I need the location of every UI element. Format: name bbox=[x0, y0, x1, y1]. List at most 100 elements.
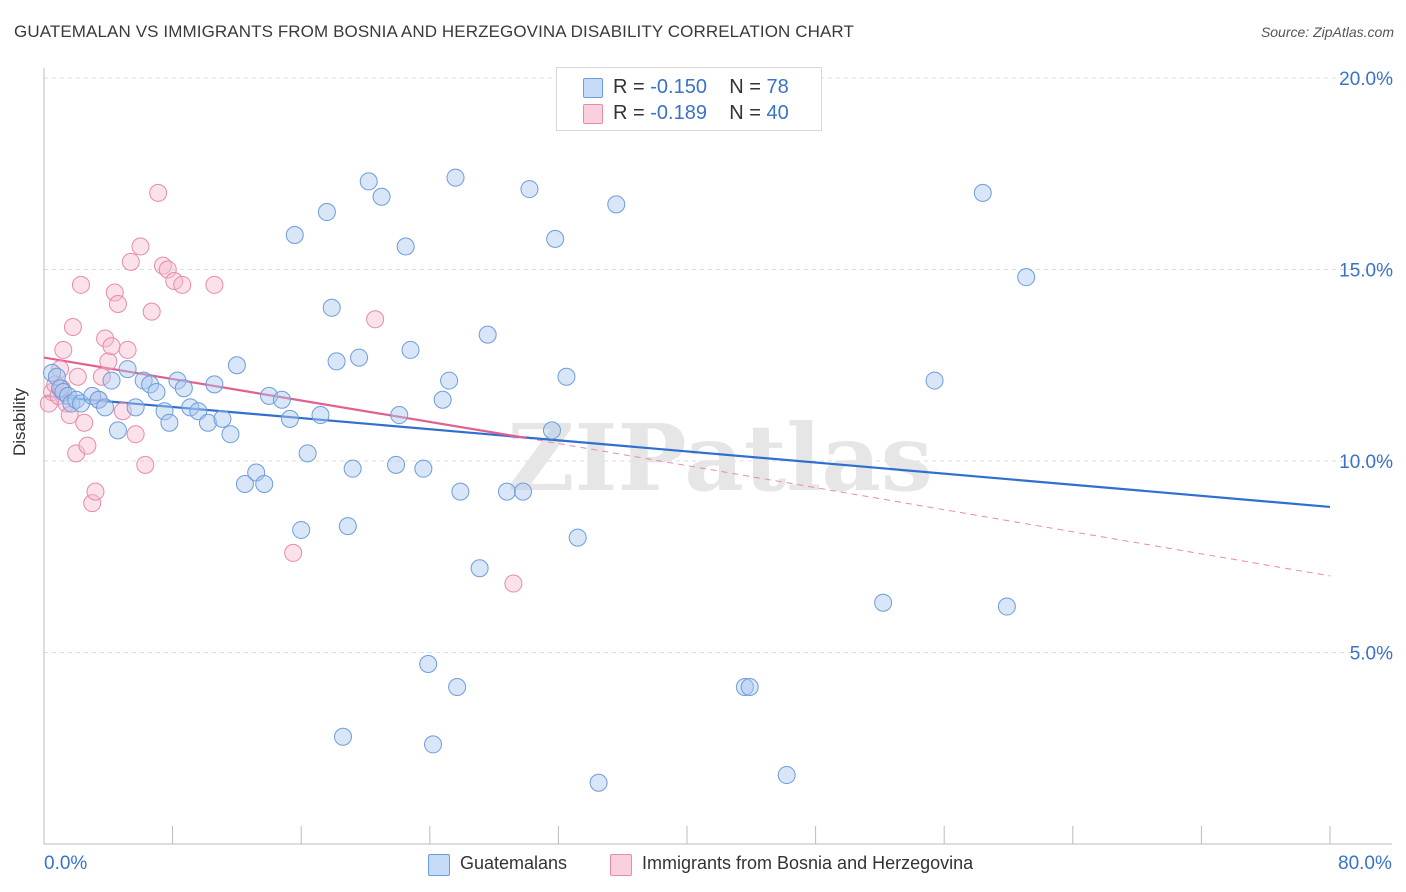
data-point bbox=[118, 360, 137, 379]
axes bbox=[43, 68, 1392, 845]
data-point bbox=[1017, 268, 1036, 287]
data-point bbox=[205, 375, 224, 394]
y-tick-labels: 5.0% 10.0% 15.0% 20.0% bbox=[1339, 69, 1393, 665]
bottom-legend-swatch-pink bbox=[610, 854, 632, 876]
y-tick-label: 10.0% bbox=[1339, 452, 1393, 473]
data-point bbox=[108, 421, 127, 440]
data-point bbox=[333, 727, 352, 746]
data-point bbox=[284, 543, 303, 562]
data-point bbox=[155, 402, 174, 421]
data-point bbox=[227, 356, 246, 375]
data-point bbox=[173, 275, 192, 294]
r-label: R = bbox=[613, 76, 645, 98]
x-tick-label-min: 0.0% bbox=[44, 853, 88, 874]
data-point bbox=[60, 406, 79, 425]
data-point bbox=[451, 482, 470, 501]
data-point bbox=[372, 187, 391, 206]
data-point bbox=[47, 367, 66, 386]
data-point bbox=[546, 229, 565, 248]
data-point bbox=[359, 172, 378, 191]
data-point bbox=[147, 383, 166, 402]
data-point bbox=[99, 352, 118, 371]
data-point bbox=[105, 283, 124, 302]
data-point bbox=[213, 409, 232, 428]
data-point bbox=[255, 474, 274, 493]
data-point bbox=[735, 677, 754, 696]
data-point bbox=[925, 371, 944, 390]
data-point bbox=[520, 180, 539, 199]
data-point bbox=[78, 436, 97, 455]
y-tick-label: 20.0% bbox=[1339, 69, 1393, 90]
data-point bbox=[63, 317, 82, 336]
legend-swatch-blue bbox=[583, 78, 603, 98]
data-point bbox=[470, 559, 489, 578]
data-point bbox=[740, 677, 759, 696]
data-point bbox=[89, 390, 108, 409]
stats-legend: R = -0.150 N = 78 R = -0.189 N = 40 bbox=[556, 67, 822, 131]
data-point bbox=[118, 340, 137, 359]
data-point bbox=[71, 275, 90, 294]
data-point bbox=[96, 398, 115, 417]
grid-lines bbox=[44, 77, 1392, 653]
data-point bbox=[497, 482, 516, 501]
n-label: N = bbox=[729, 102, 761, 124]
source-label: Source: ZipAtlas.com bbox=[1260, 24, 1394, 40]
data-point bbox=[292, 520, 311, 539]
y-tick-label: 15.0% bbox=[1339, 261, 1393, 282]
data-point bbox=[126, 398, 145, 417]
data-point bbox=[311, 406, 330, 425]
data-point bbox=[160, 413, 179, 432]
data-point bbox=[92, 367, 111, 386]
data-point bbox=[424, 735, 443, 754]
data-point bbox=[126, 425, 145, 444]
data-point bbox=[401, 340, 420, 359]
bottom-legend-swatch-blue bbox=[428, 854, 450, 876]
data-point bbox=[174, 379, 193, 398]
trend-lines bbox=[43, 356, 1331, 577]
data-point bbox=[285, 226, 304, 245]
trend-line-extension bbox=[526, 437, 1331, 577]
data-point bbox=[83, 494, 102, 513]
x-tick-label-max: 80.0% bbox=[1338, 853, 1392, 874]
r-label: R = bbox=[613, 102, 645, 124]
data-point bbox=[205, 275, 224, 294]
data-point bbox=[419, 654, 438, 673]
data-point bbox=[322, 298, 341, 317]
data-point bbox=[198, 413, 217, 432]
data-point bbox=[317, 203, 336, 222]
data-point bbox=[142, 302, 161, 321]
legend-swatch-pink bbox=[583, 104, 603, 124]
data-point bbox=[75, 413, 94, 432]
data-point bbox=[514, 482, 533, 501]
watermark: ZIPatlas bbox=[507, 404, 932, 512]
n-value-bosnia: 40 bbox=[766, 102, 789, 124]
data-point bbox=[387, 455, 406, 474]
y-tick-label: 5.0% bbox=[1350, 644, 1393, 665]
data-point bbox=[478, 325, 497, 344]
data-point bbox=[777, 766, 796, 785]
data-point bbox=[327, 352, 346, 371]
data-point bbox=[54, 340, 73, 359]
data-point bbox=[350, 348, 369, 367]
data-point bbox=[973, 183, 992, 202]
data-point bbox=[607, 195, 626, 214]
data-point bbox=[446, 168, 465, 187]
data-point bbox=[272, 390, 291, 409]
chart-title: GUATEMALAN VS IMMIGRANTS FROM BOSNIA AND… bbox=[14, 22, 854, 41]
data-point bbox=[448, 677, 467, 696]
data-point bbox=[86, 482, 105, 501]
data-point bbox=[874, 593, 893, 612]
data-point bbox=[108, 294, 127, 313]
trend-line bbox=[43, 394, 1331, 509]
bottom-legend-label-guatemalans: Guatemalans bbox=[460, 853, 568, 873]
data-point bbox=[396, 237, 415, 256]
data-point bbox=[189, 402, 208, 421]
data-point bbox=[343, 459, 362, 478]
data-point bbox=[997, 597, 1016, 616]
data-point bbox=[158, 260, 177, 279]
data-point bbox=[141, 375, 160, 394]
trend-line bbox=[43, 356, 527, 440]
data-point bbox=[390, 406, 409, 425]
data-point bbox=[338, 517, 357, 536]
